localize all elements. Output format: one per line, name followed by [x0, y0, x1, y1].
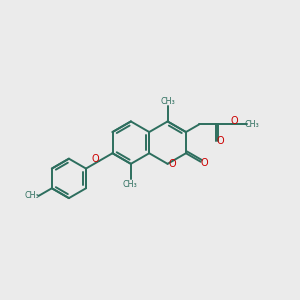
Text: CH₃: CH₃	[244, 120, 259, 129]
Text: O: O	[168, 159, 176, 169]
Text: O: O	[200, 158, 208, 168]
Text: O: O	[231, 116, 238, 126]
Text: CH₃: CH₃	[160, 97, 175, 106]
Text: O: O	[92, 154, 99, 164]
Text: O: O	[216, 136, 224, 146]
Text: CH₃: CH₃	[123, 180, 138, 189]
Text: CH₃: CH₃	[25, 191, 40, 200]
